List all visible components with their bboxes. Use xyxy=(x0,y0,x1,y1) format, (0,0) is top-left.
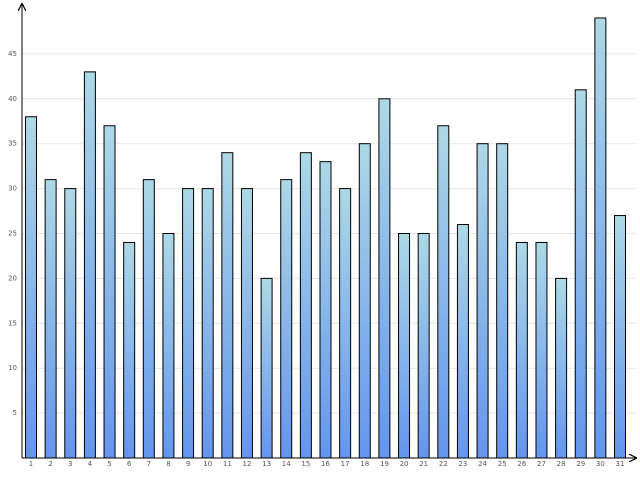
bar xyxy=(299,152,312,459)
bar xyxy=(182,188,195,459)
bar xyxy=(64,188,77,459)
x-tick-label: 5 xyxy=(107,460,111,468)
bar xyxy=(103,125,116,459)
bar xyxy=(123,241,136,459)
bar xyxy=(240,188,253,459)
y-tick-label: 30 xyxy=(8,185,17,193)
bar xyxy=(260,277,273,459)
y-tick-label: 45 xyxy=(8,50,17,58)
bar xyxy=(515,241,528,459)
x-tick-label: 29 xyxy=(576,460,585,468)
x-tick-label: 18 xyxy=(360,460,369,468)
y-tick-label: 15 xyxy=(8,319,17,327)
x-tick-label: 9 xyxy=(186,460,190,468)
x-tick-label: 26 xyxy=(517,460,526,468)
bar xyxy=(417,233,430,459)
x-tick-label: 27 xyxy=(537,460,546,468)
bar xyxy=(162,233,175,459)
x-tick-label: 14 xyxy=(282,460,291,468)
y-tick-label: 40 xyxy=(8,95,17,103)
x-tick-label: 10 xyxy=(203,460,212,468)
bar xyxy=(476,143,489,459)
x-tick-label: 30 xyxy=(596,460,605,468)
bar xyxy=(496,143,509,459)
x-tick-label: 7 xyxy=(147,460,151,468)
x-tick-label: 6 xyxy=(127,460,132,468)
bar xyxy=(25,116,37,459)
bar xyxy=(456,224,469,459)
x-tick-label: 16 xyxy=(321,460,330,468)
bar xyxy=(142,179,155,459)
bar xyxy=(378,98,391,459)
bar xyxy=(437,125,450,459)
bar xyxy=(535,241,548,459)
x-tick-label: 1 xyxy=(29,460,33,468)
bar xyxy=(221,152,234,459)
y-tick-label: 20 xyxy=(8,274,17,282)
y-tick-label: 35 xyxy=(8,140,17,148)
x-tick-label: 23 xyxy=(458,460,467,468)
x-tick-label: 22 xyxy=(439,460,448,468)
x-tick-label: 11 xyxy=(223,460,232,468)
x-tick-label: 15 xyxy=(301,460,310,468)
bar xyxy=(574,89,587,459)
x-tick-label: 13 xyxy=(262,460,271,468)
x-tick-label: 2 xyxy=(48,460,52,468)
x-tick-label: 17 xyxy=(341,460,350,468)
bar xyxy=(201,188,214,459)
x-tick-label: 3 xyxy=(68,460,72,468)
x-tick-label: 24 xyxy=(478,460,487,468)
bar xyxy=(83,71,96,459)
x-tick-label: 12 xyxy=(243,460,252,468)
bar xyxy=(319,161,332,459)
bar xyxy=(339,188,352,459)
bar xyxy=(398,233,411,459)
bar xyxy=(358,143,371,459)
y-tick-label: 5 xyxy=(13,409,17,417)
y-tick-label: 10 xyxy=(8,364,17,372)
bar xyxy=(594,17,607,459)
x-tick-label: 25 xyxy=(498,460,507,468)
x-tick-label: 31 xyxy=(616,460,625,468)
x-tick-label: 4 xyxy=(88,460,93,468)
bar xyxy=(555,277,568,459)
x-tick-label: 21 xyxy=(419,460,428,468)
x-tick-label: 28 xyxy=(557,460,566,468)
x-tick-label: 8 xyxy=(166,460,170,468)
bar xyxy=(44,179,57,459)
bar xyxy=(280,179,293,459)
bar xyxy=(614,215,626,459)
x-tick-label: 19 xyxy=(380,460,389,468)
x-tick-label: 20 xyxy=(400,460,409,468)
y-tick-label: 25 xyxy=(8,230,17,238)
